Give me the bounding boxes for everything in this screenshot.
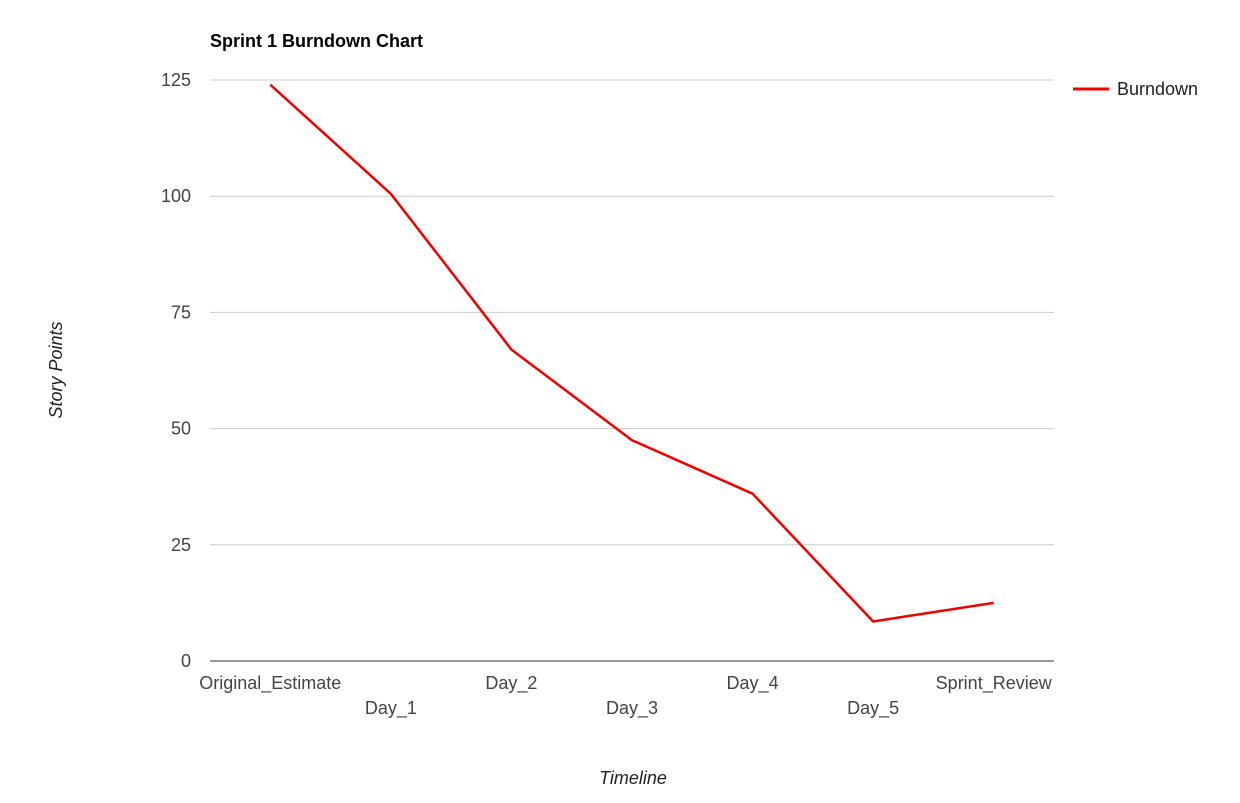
chart-title: Sprint 1 Burndown Chart [210, 31, 423, 51]
x-axis-ticks: Original_Estimate Day_1 Day_2 Day_3 Day_4 Day… [199, 673, 1052, 719]
x-tick-label: Day_1 [365, 698, 417, 719]
x-tick-label: Day_2 [485, 673, 537, 694]
y-tick-label: 125 [161, 70, 191, 90]
y-tick-label: 50 [171, 419, 191, 439]
x-tick-label: Day_4 [727, 673, 779, 694]
y-tick-label: 0 [181, 651, 191, 671]
legend-label-burndown: Burndown [1117, 79, 1198, 99]
x-tick-label: Day_3 [606, 698, 658, 719]
x-tick-label: Original_Estimate [199, 673, 341, 694]
x-axis-title: Timeline [599, 768, 667, 788]
y-tick-label: 75 [171, 302, 191, 322]
x-tick-label: Day_5 [847, 698, 899, 719]
x-tick-label: Sprint_Review [936, 673, 1053, 694]
y-axis-ticks: 0 25 50 75 100 125 [161, 70, 191, 671]
y-tick-label: 25 [171, 535, 191, 555]
legend: Burndown [1073, 79, 1198, 99]
series-layer [269, 83, 994, 623]
y-tick-label: 100 [161, 186, 191, 206]
y-axis-title: Story Points [46, 321, 66, 418]
series-line-burndown [269, 83, 994, 623]
gridlines [210, 79, 1054, 662]
